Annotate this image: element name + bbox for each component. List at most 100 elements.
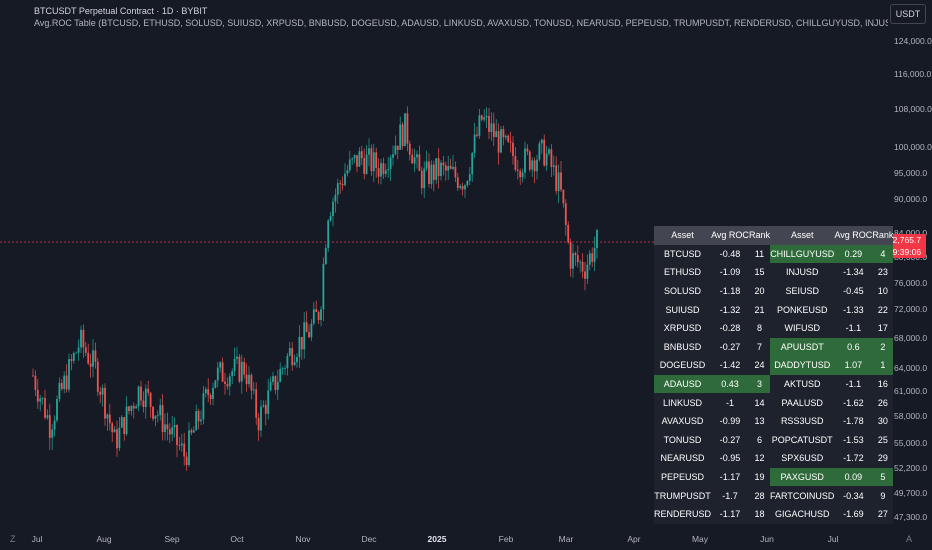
avg-roc-cell: -0.27 bbox=[711, 337, 750, 357]
candle-body bbox=[226, 384, 229, 387]
candle-body bbox=[293, 362, 296, 366]
avg-roc-cell: -1.42 bbox=[711, 356, 750, 375]
candle-body bbox=[216, 367, 219, 381]
col-asset-2: Asset bbox=[770, 226, 835, 245]
candle-body bbox=[123, 417, 126, 435]
rank-cell: 25 bbox=[872, 430, 894, 450]
avg-roc-cell: 0.09 bbox=[834, 467, 873, 487]
table-row: TRUMPUSDT -1.7 28 FARTCOINUSD -0.34 9 bbox=[654, 486, 894, 505]
col-rank-2: Rank bbox=[872, 226, 894, 245]
candle-body bbox=[303, 322, 306, 350]
candle-body bbox=[58, 382, 61, 400]
candle-body bbox=[461, 186, 464, 190]
avg-roc-cell: -1.17 bbox=[711, 504, 750, 524]
candle-body bbox=[156, 415, 159, 417]
candle-body bbox=[197, 411, 200, 422]
candle-body bbox=[308, 332, 310, 338]
candle-body bbox=[209, 395, 212, 399]
time-tick-label: Oct bbox=[230, 534, 244, 544]
currency-button[interactable]: USDT bbox=[890, 4, 926, 24]
candle-body bbox=[84, 347, 87, 353]
candle-body bbox=[584, 271, 586, 279]
price-tick-label: 52,200.0 bbox=[894, 463, 928, 474]
candle-body bbox=[262, 405, 265, 407]
asset-cell: DADDYTUSD bbox=[770, 356, 835, 375]
candle-body bbox=[509, 141, 512, 143]
candle-body bbox=[65, 375, 68, 390]
asset-cell: AVAXUSD bbox=[654, 411, 712, 431]
col-avgroc-1: Avg ROC bbox=[711, 226, 750, 245]
candle-body bbox=[387, 169, 390, 171]
candle-body bbox=[159, 405, 162, 416]
rank-cell: 1 bbox=[872, 356, 894, 375]
candle-body bbox=[238, 356, 241, 382]
candle-body bbox=[358, 151, 361, 167]
candle-body bbox=[288, 348, 291, 356]
candle-body bbox=[322, 263, 325, 310]
candle-body bbox=[408, 143, 411, 155]
candle-body bbox=[440, 162, 442, 177]
candle-body bbox=[416, 154, 418, 158]
auto-scale-icon[interactable]: A bbox=[906, 534, 913, 544]
candlestick-plot bbox=[0, 106, 882, 471]
candle-body bbox=[464, 185, 466, 190]
candle-body bbox=[164, 424, 166, 433]
candle-body bbox=[382, 163, 385, 175]
candle-body bbox=[512, 142, 514, 157]
candle-body bbox=[490, 123, 493, 132]
asset-cell: PEPEUSD bbox=[654, 467, 712, 487]
avg-roc-cell: -0.95 bbox=[711, 449, 750, 468]
avg-roc-cell: -1.69 bbox=[834, 504, 873, 524]
candle-body bbox=[221, 362, 224, 382]
rank-cell: 16 bbox=[872, 374, 894, 394]
candle-body bbox=[567, 224, 570, 243]
candle-body bbox=[557, 172, 560, 192]
candle-body bbox=[44, 398, 46, 418]
candle-body bbox=[32, 375, 34, 377]
candle-body bbox=[207, 389, 210, 396]
asset-cell: SEIUSD bbox=[770, 281, 835, 301]
asset-cell: PAXGUSD bbox=[770, 467, 835, 487]
time-tick-label: Nov bbox=[295, 534, 311, 544]
candle-body bbox=[432, 164, 435, 180]
candle-body bbox=[315, 309, 318, 313]
candle-body bbox=[375, 152, 378, 169]
candle-body bbox=[341, 184, 344, 186]
rank-cell: 18 bbox=[749, 504, 771, 524]
candle-body bbox=[336, 183, 339, 195]
avg-roc-cell: -1.62 bbox=[834, 393, 873, 412]
price-tick-label: 55,000.0 bbox=[894, 437, 928, 448]
price-axis[interactable]: 124,000.0 116,000.0 108,000.0 100,000.0 95,0… bbox=[882, 30, 932, 530]
candle-body bbox=[185, 456, 188, 465]
rank-cell: 28 bbox=[749, 486, 771, 505]
candle-body bbox=[101, 387, 104, 395]
col-rank-1: Rank bbox=[749, 226, 771, 245]
candle-body bbox=[284, 368, 286, 369]
asset-cell: DOGEUSD bbox=[654, 356, 712, 375]
rank-cell: 11 bbox=[749, 244, 771, 264]
time-tick-label: Jun bbox=[760, 534, 774, 544]
candle-body bbox=[428, 161, 430, 184]
candle-body bbox=[267, 390, 270, 414]
avg-roc-cell: -1.33 bbox=[834, 300, 873, 319]
candle-body bbox=[538, 143, 541, 160]
candle-body bbox=[82, 329, 85, 348]
table-row: ADAUSD 0.43 3 AKTUSD -1.1 16 bbox=[654, 374, 894, 394]
avg-roc-cell: -1.34 bbox=[834, 263, 873, 282]
asset-cell: NEARUSD bbox=[654, 449, 712, 468]
candle-body bbox=[560, 172, 562, 190]
candle-body bbox=[240, 361, 243, 382]
candle-body bbox=[135, 406, 138, 409]
candle-body bbox=[353, 155, 356, 159]
candle-body bbox=[392, 154, 394, 158]
candle-body bbox=[80, 329, 82, 348]
candle-body bbox=[485, 115, 488, 118]
candle-body bbox=[188, 430, 190, 465]
avg-roc-cell: -1.17 bbox=[711, 467, 750, 487]
candle-body bbox=[435, 158, 438, 180]
candle-body bbox=[586, 264, 589, 279]
candle-body bbox=[252, 389, 255, 391]
timezone-icon[interactable]: Z bbox=[10, 534, 16, 544]
candle-body bbox=[272, 376, 274, 382]
